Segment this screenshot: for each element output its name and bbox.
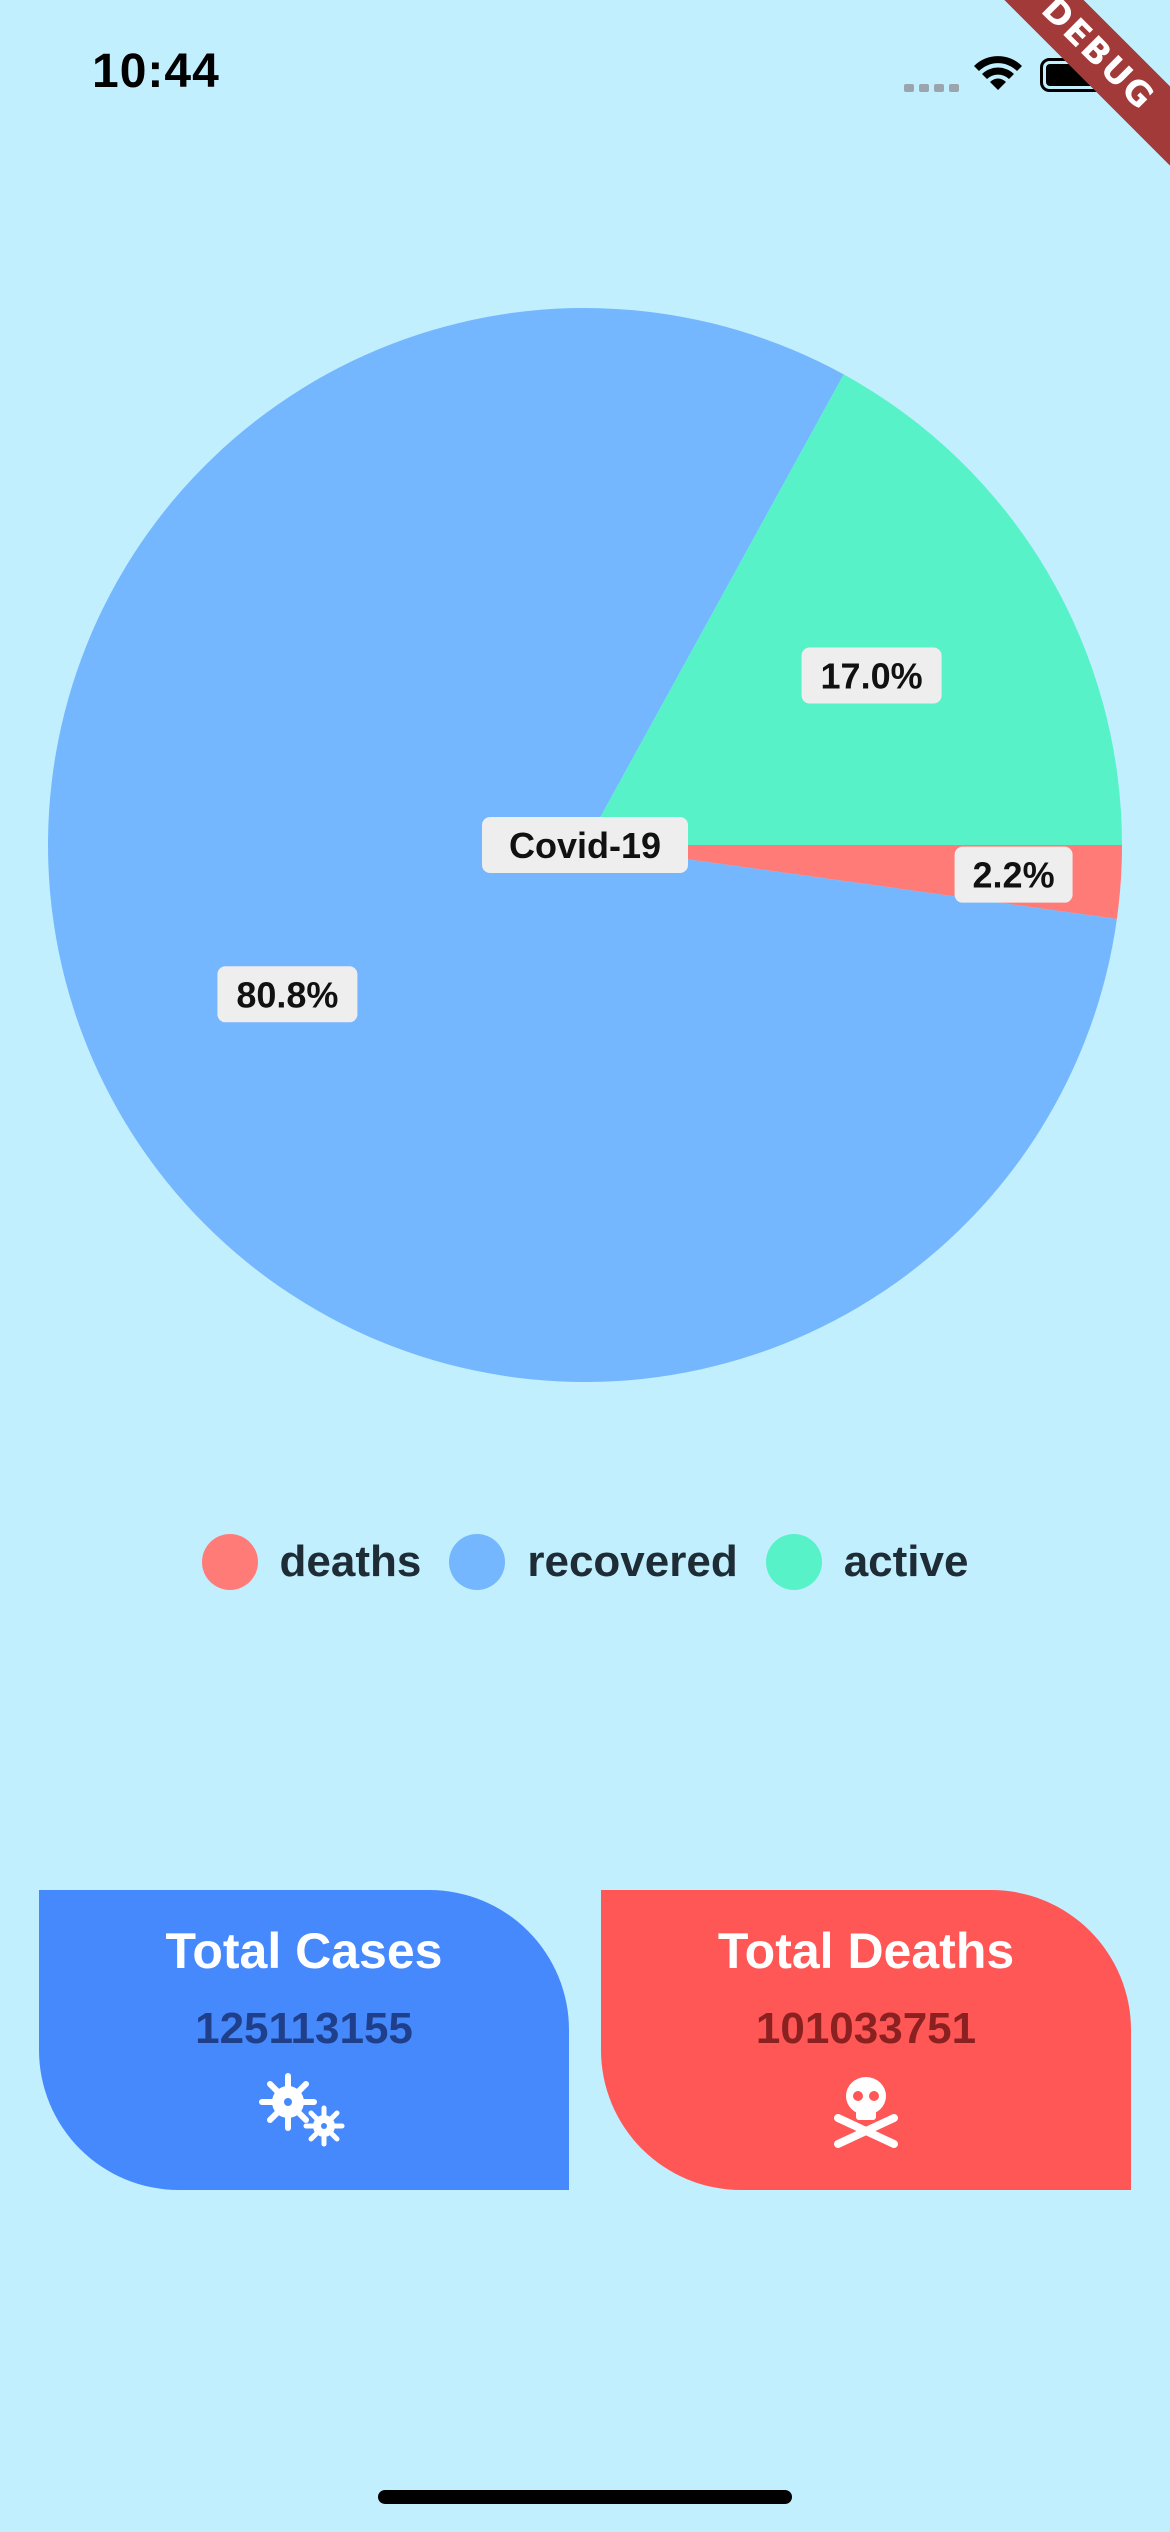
svg-text:80.8%: 80.8%	[236, 974, 338, 1015]
svg-text:Covid-19: Covid-19	[509, 825, 661, 866]
legend-label-recovered: recovered	[527, 1537, 738, 1586]
home-indicator[interactable]	[378, 2490, 792, 2504]
slice-label-active: 17.0%	[801, 647, 942, 704]
cellular-signal-icon	[904, 84, 959, 92]
virus-icon	[259, 2073, 345, 2147]
pie-slice-active[interactable]	[585, 374, 1122, 845]
covid-pie-chart: 2.2% 80.8% 17.0% Covid-19	[48, 307, 1122, 1383]
status-time: 10:44	[92, 45, 220, 98]
slice-label-deaths: 2.2%	[954, 846, 1073, 903]
skull-crossbones-icon	[834, 2077, 898, 2148]
chart-legend: deaths recovered active	[0, 1522, 1170, 1602]
status-bar: 10:44	[0, 0, 1170, 150]
total-deaths-value: 101033751	[755, 2004, 977, 2053]
total-deaths-title: Total Deaths	[717, 1923, 1015, 1979]
wifi-icon	[974, 56, 1022, 90]
total-cases-title: Total Cases	[165, 1923, 443, 1979]
total-cases-value: 125113155	[195, 2004, 413, 2053]
legend-item-active: active	[765, 1534, 969, 1590]
legend-dot-deaths	[201, 1534, 258, 1590]
total-deaths-card[interactable]: Total Deaths 101033751	[601, 1890, 1131, 2190]
svg-text:2.2%: 2.2%	[973, 855, 1055, 896]
legend-item-deaths: deaths	[201, 1534, 422, 1590]
legend-dot-active	[765, 1534, 822, 1590]
total-cases-card[interactable]: Total Cases 125113155	[39, 1890, 569, 2190]
legend-dot-recovered	[449, 1534, 506, 1590]
slice-label-recovered: 80.8%	[217, 966, 358, 1023]
legend-label-deaths: deaths	[279, 1537, 422, 1586]
svg-text:17.0%: 17.0%	[821, 656, 923, 697]
chart-center-label: Covid-19	[482, 817, 688, 873]
legend-label-active: active	[843, 1537, 969, 1586]
legend-item-recovered: recovered	[449, 1534, 738, 1590]
